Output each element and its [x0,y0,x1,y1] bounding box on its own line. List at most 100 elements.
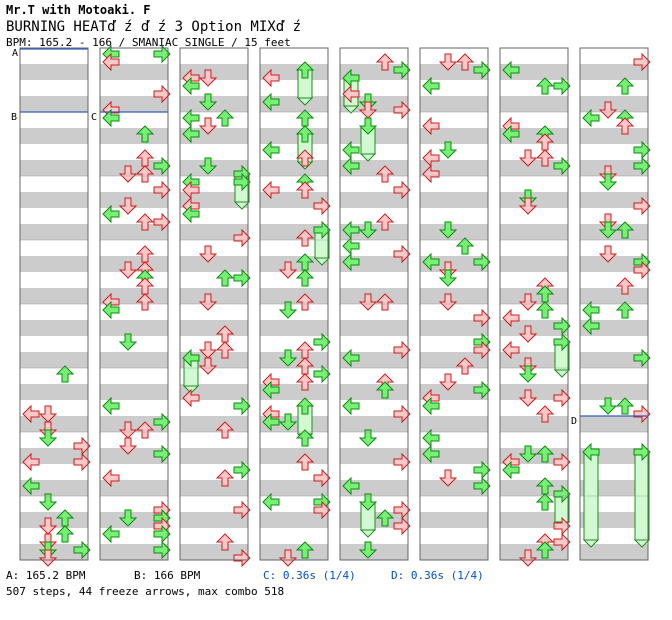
step-arrow [182,76,200,96]
step-arrow [375,53,395,71]
step-arrow [342,476,360,496]
step-arrow [455,53,475,71]
step-arrow [233,500,251,520]
measure-stripe [500,384,568,400]
measure-stripe [500,320,568,336]
legend-b: B: 166 BPM [134,569,201,582]
measure-stripe [100,544,168,560]
measure-stripe [20,256,88,272]
step-arrow [153,44,171,64]
measure-stripe [420,128,488,144]
step-arrow [535,405,555,423]
step-arrow [313,220,331,240]
step-arrow [135,213,155,231]
step-arrow [553,316,571,336]
step-arrow [262,492,280,512]
step-arrow [295,125,315,143]
step-arrow [518,549,538,567]
step-arrow [233,268,251,288]
measure-stripe [580,192,648,208]
measure-stripe [100,352,168,368]
measure-stripe [580,64,648,80]
step-arrow [518,445,538,463]
step-arrow [118,421,138,439]
step-arrow [73,452,91,472]
measure-stripe [340,448,408,464]
step-arrow [215,533,235,551]
step-arrow [598,173,618,191]
step-arrow [295,397,315,415]
step-arrow [262,92,280,112]
step-arrow [295,229,315,247]
step-arrow [278,301,298,319]
step-arrow [393,60,411,80]
step-arrow [342,220,360,240]
freeze-tail [296,97,314,106]
step-arrow [342,236,360,256]
measure-stripe [420,320,488,336]
measure-stripe [100,320,168,336]
step-arrow [473,476,491,496]
step-arrow [633,140,651,160]
measure-stripe [20,64,88,80]
step-arrow [313,500,331,520]
song-artist: Mr.T with Motoaki. F [6,3,151,17]
step-arrow [262,380,280,400]
step-arrow [153,524,171,544]
step-arrow [215,421,235,439]
measure-stripe [580,128,648,144]
step-arrow [198,245,218,263]
freeze-tail [359,529,377,538]
step-arrow [518,325,538,343]
freeze-tail [313,257,331,266]
step-arrow [55,365,75,383]
legend-d: D: 0.36s (1/4) [391,569,484,582]
step-arrow [262,180,280,200]
step-arrow [633,404,651,424]
step-arrow [393,100,411,120]
step-arrow [502,340,520,360]
step-arrow [393,516,411,536]
step-arrow [393,340,411,360]
measure-stripe [100,480,168,496]
step-arrow [262,412,280,432]
step-arrow [233,548,251,568]
step-arrow [375,165,395,183]
step-arrow [153,444,171,464]
step-arrow [633,260,651,280]
step-arrow [38,517,58,535]
marker-c: C [91,112,98,123]
step-arrow [215,469,235,487]
measure-stripe [180,544,248,560]
step-arrow [295,61,315,79]
measure-stripe [500,416,568,432]
step-arrow [38,549,58,567]
step-arrow [422,116,440,136]
step-arrow [358,101,378,119]
measure-stripe [420,352,488,368]
step-arrow [518,197,538,215]
step-arrow [393,500,411,520]
measure-stripe [420,288,488,304]
step-arrow [278,413,298,431]
step-arrow [502,60,520,80]
measure-stripe [500,256,568,272]
step-arrow [135,293,155,311]
measure-stripe [260,288,328,304]
measure-stripe [100,384,168,400]
step-arrow [153,180,171,200]
step-arrow [615,77,635,95]
chart-summary: 507 steps, 44 freeze arrows, max combo 5… [6,585,285,598]
step-arrow [358,221,378,239]
measure-stripe [580,160,648,176]
step-arrow [535,493,555,511]
chart-column [579,47,649,561]
marker-b: B [11,112,18,123]
step-arrow [342,252,360,272]
measure-stripe [340,384,408,400]
measure-stripe [20,320,88,336]
step-arrow [22,476,40,496]
step-arrow [615,221,635,239]
measure-stripe [340,320,408,336]
step-arrow [153,84,171,104]
